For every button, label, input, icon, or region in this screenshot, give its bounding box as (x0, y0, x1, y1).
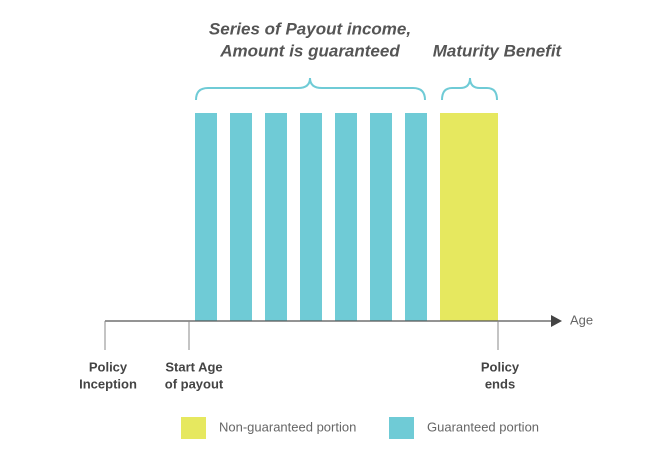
series-title: Series of Payout income, (209, 19, 411, 38)
payout-bar (230, 113, 252, 321)
payout-bar (265, 113, 287, 321)
payout-bar (300, 113, 322, 321)
payout-bar (195, 113, 217, 321)
payout-bar (335, 113, 357, 321)
legend-swatch (389, 417, 414, 439)
milestone-label: Policy (481, 359, 520, 374)
series-title: Amount is guaranteed (219, 41, 400, 60)
milestone-label: ends (485, 376, 515, 391)
brace (441, 77, 498, 101)
milestone-label: of payout (165, 376, 224, 391)
axis-label: Age (570, 312, 593, 327)
milestone-label: Start Age (165, 359, 222, 374)
maturity-title: Maturity Benefit (433, 41, 563, 60)
milestone-label: Inception (79, 376, 137, 391)
payout-bar (370, 113, 392, 321)
axis-arrow (551, 315, 562, 327)
legend-label: Guaranteed portion (427, 419, 539, 434)
payout-bars (195, 113, 427, 321)
legend-label: Non-guaranteed portion (219, 419, 356, 434)
maturity-bar (440, 113, 498, 321)
legend-swatch (181, 417, 206, 439)
brace (195, 77, 426, 101)
milestone-label: Policy (89, 359, 128, 374)
payout-bar (405, 113, 427, 321)
